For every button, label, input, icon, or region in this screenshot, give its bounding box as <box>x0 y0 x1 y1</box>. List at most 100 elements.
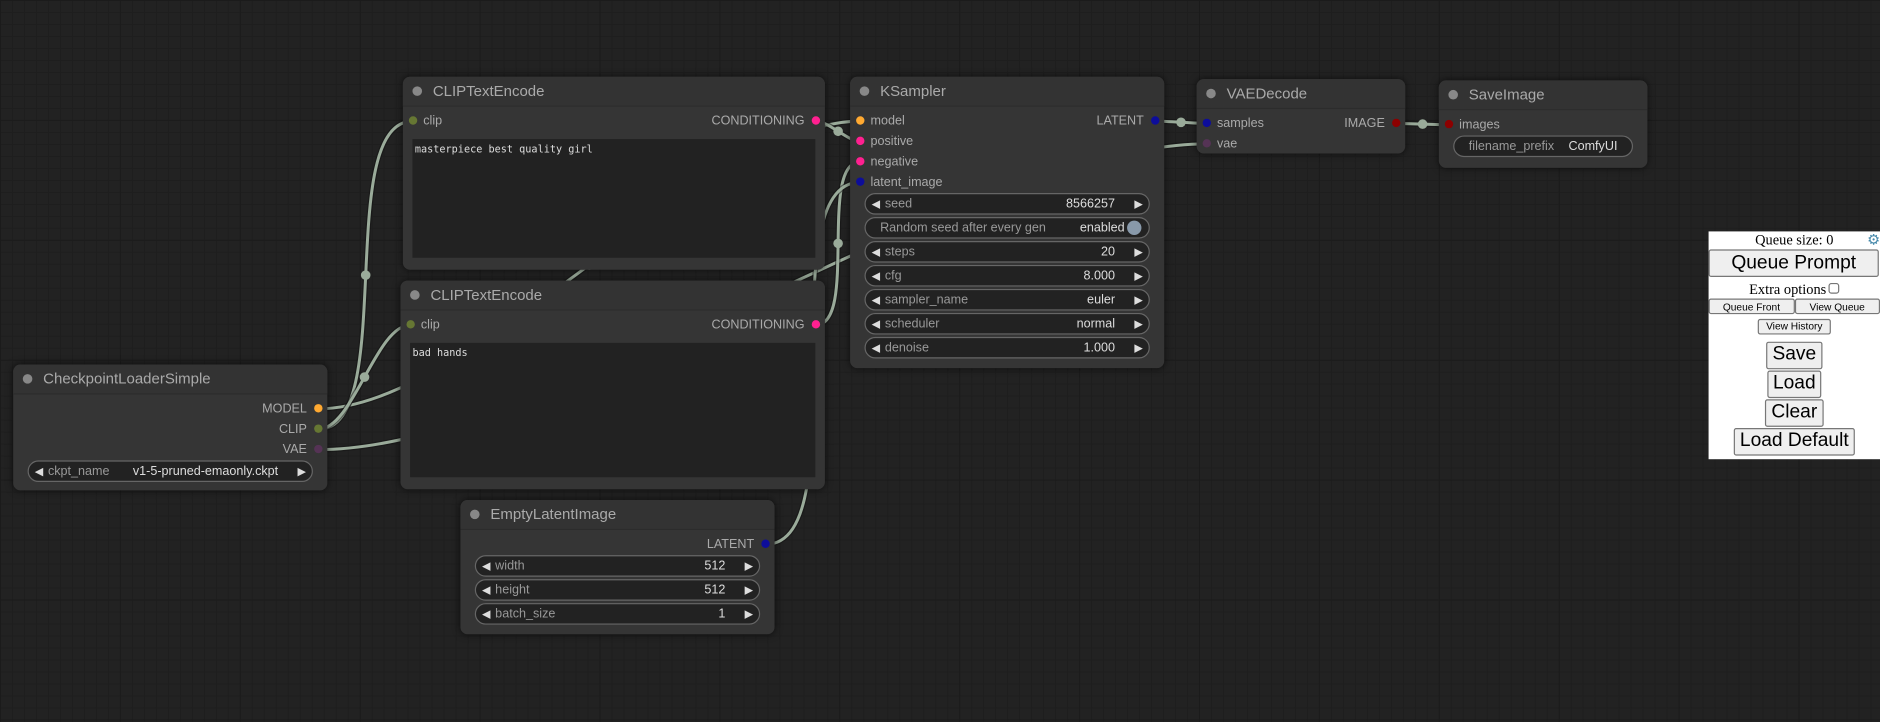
collapse-dot-icon[interactable] <box>859 86 870 96</box>
queue-prompt-button[interactable]: Queue Prompt <box>1708 249 1879 277</box>
node-clip_neg[interactable]: CLIPTextEncode clip CONDITIONING bad hands <box>400 280 825 490</box>
clip-connector-icon[interactable] <box>314 424 323 433</box>
arrow-right-icon[interactable]: ▶ <box>1134 341 1143 354</box>
widget-steps[interactable]: ◀ steps 20 ▶ <box>864 240 1150 263</box>
output-slot-model[interactable]: MODEL <box>88 400 328 417</box>
conditioning-connector-icon[interactable] <box>856 157 865 166</box>
collapse-dot-icon[interactable] <box>1448 89 1458 100</box>
node-clip_pos[interactable]: CLIPTextEncode clip CONDITIONING masterpiec… <box>402 76 825 270</box>
clear-button[interactable]: Clear <box>1765 398 1824 427</box>
prompt-textarea[interactable]: bad hands <box>410 342 816 478</box>
arrow-left-icon[interactable]: ◀ <box>34 465 44 478</box>
node-title-bar[interactable]: CLIPTextEncode <box>402 76 825 107</box>
latent-connector-icon[interactable] <box>1202 118 1211 128</box>
vae-connector-icon[interactable] <box>1202 139 1211 148</box>
vae-connector-icon[interactable] <box>314 444 323 454</box>
node-title-bar[interactable]: SaveImage <box>1438 80 1648 111</box>
widget-height[interactable]: ◀ height 512 ▶ <box>474 579 761 601</box>
collapse-dot-icon[interactable] <box>22 374 33 384</box>
output-slot-latent[interactable]: LATENT <box>535 536 775 553</box>
widget-random-seed-after-every-gen[interactable]: Random seed after every gen enabled <box>864 217 1150 239</box>
arrow-left-icon[interactable]: ◀ <box>871 341 880 354</box>
node-vaedecode[interactable]: VAEDecode samples vae IMAGE <box>1196 79 1406 154</box>
image-connector-icon[interactable] <box>1444 119 1454 129</box>
link-center-dot[interactable] <box>833 238 843 249</box>
arrow-right-icon[interactable]: ▶ <box>744 559 753 572</box>
arrow-left-icon[interactable]: ◀ <box>871 317 880 330</box>
arrow-right-icon[interactable]: ▶ <box>297 465 306 478</box>
arrow-right-icon[interactable]: ▶ <box>1134 317 1143 330</box>
arrow-right-icon[interactable]: ▶ <box>1134 197 1143 210</box>
link-center-dot[interactable] <box>1176 117 1186 128</box>
load-default-button[interactable]: Load Default <box>1733 427 1855 456</box>
widget-cfg[interactable]: ◀ cfg 8.000 ▶ <box>864 264 1150 287</box>
node-title-bar[interactable]: CLIPTextEncode <box>400 280 825 311</box>
arrow-left-icon[interactable]: ◀ <box>871 197 880 210</box>
arrow-left-icon[interactable]: ◀ <box>871 293 880 306</box>
link-center-dot[interactable] <box>833 126 843 137</box>
extra-options-checkbox[interactable] <box>1828 282 1840 294</box>
arrow-left-icon[interactable]: ◀ <box>481 559 491 572</box>
arrow-left-icon[interactable]: ◀ <box>871 245 880 258</box>
load-button[interactable]: Load <box>1766 369 1822 398</box>
widget-value: 512 <box>704 582 726 598</box>
link-center-dot[interactable] <box>359 372 370 382</box>
widget-value: 20 <box>1101 244 1116 259</box>
widget-scheduler[interactable]: ◀ scheduler normal ▶ <box>864 312 1150 335</box>
clip-connector-icon[interactable] <box>408 116 418 125</box>
arrow-right-icon[interactable]: ▶ <box>1134 269 1143 282</box>
node-title-bar[interactable]: VAEDecode <box>1196 79 1406 110</box>
latent-connector-icon[interactable] <box>1151 116 1160 125</box>
collapse-dot-icon[interactable] <box>410 290 420 300</box>
arrow-right-icon[interactable]: ▶ <box>744 607 753 620</box>
arrow-right-icon[interactable]: ▶ <box>1134 293 1143 306</box>
node-ckpt[interactable]: CheckpointLoaderSimple MODEL CLIP VAE ◀ ckpt_… <box>13 364 328 491</box>
widget-ckpt-name[interactable]: ◀ ckpt_name v1-5-pruned-emaonly.ckpt ▶ <box>27 460 313 482</box>
output-slot-clip[interactable]: CLIP <box>88 421 328 438</box>
toggle-knob-icon[interactable] <box>1127 220 1142 236</box>
widget-filename-prefix[interactable]: filename_prefix ComfyUI <box>1453 135 1634 158</box>
node-ksampler[interactable]: KSampler model positive negative latent_imag… <box>850 76 1165 369</box>
widget-denoise[interactable]: ◀ denoise 1.000 ▶ <box>864 336 1150 359</box>
output-slot-latent[interactable]: LATENT <box>924 113 1164 130</box>
model-connector-icon[interactable] <box>314 404 323 413</box>
node-title-bar[interactable]: KSampler <box>850 76 1165 107</box>
node-title-bar[interactable]: EmptyLatentImage <box>460 499 775 530</box>
queue-front-button[interactable]: Queue Front <box>1708 298 1795 315</box>
arrow-left-icon[interactable]: ◀ <box>481 607 491 620</box>
arrow-right-icon[interactable]: ▶ <box>744 583 753 596</box>
view-queue-button[interactable]: View Queue <box>1794 298 1880 315</box>
link-center-dot[interactable] <box>360 270 371 280</box>
conditioning-connector-icon[interactable] <box>856 136 865 146</box>
widget-seed[interactable]: ◀ seed 8566257 ▶ <box>864 193 1150 215</box>
widget-sampler-name[interactable]: ◀ sampler_name euler ▶ <box>864 288 1150 311</box>
link-center-dot[interactable] <box>1417 119 1428 129</box>
output-slot-conditioning[interactable]: CONDITIONING <box>585 317 825 334</box>
output-slot-vae[interactable]: VAE <box>88 441 328 458</box>
widget-width[interactable]: ◀ width 512 ▶ <box>474 555 761 577</box>
output-slot-conditioning[interactable]: CONDITIONING <box>585 113 825 130</box>
conditioning-connector-icon[interactable] <box>811 320 821 329</box>
gear-icon[interactable]: ⚙ <box>1867 231 1880 249</box>
node-latent[interactable]: EmptyLatentImage LATENT ◀ width 512 ▶ ◀ height 5… <box>460 499 775 635</box>
image-connector-icon[interactable] <box>1392 118 1401 128</box>
collapse-dot-icon[interactable] <box>470 509 480 520</box>
prompt-textarea[interactable]: masterpiece best quality girl <box>412 139 816 258</box>
arrow-left-icon[interactable]: ◀ <box>481 583 491 596</box>
output-slot-image[interactable]: IMAGE <box>1165 115 1405 132</box>
collapse-dot-icon[interactable] <box>1206 88 1216 99</box>
clip-connector-icon[interactable] <box>406 320 415 329</box>
arrow-left-icon[interactable]: ◀ <box>871 269 880 282</box>
view-history-button[interactable]: View History <box>1757 318 1831 334</box>
model-connector-icon[interactable] <box>856 116 865 125</box>
node-title-bar[interactable]: CheckpointLoaderSimple <box>13 364 328 395</box>
save-button[interactable]: Save <box>1766 341 1823 369</box>
widget-batch-size[interactable]: ◀ batch_size 1 ▶ <box>474 603 761 625</box>
latent-connector-icon[interactable] <box>761 539 770 548</box>
latent-connector-icon[interactable] <box>856 177 865 186</box>
node-save[interactable]: SaveImage images filename_prefix ComfyUI <box>1438 80 1648 168</box>
collapse-dot-icon[interactable] <box>412 86 423 96</box>
arrow-right-icon[interactable]: ▶ <box>1134 245 1143 258</box>
conditioning-connector-icon[interactable] <box>811 116 821 125</box>
